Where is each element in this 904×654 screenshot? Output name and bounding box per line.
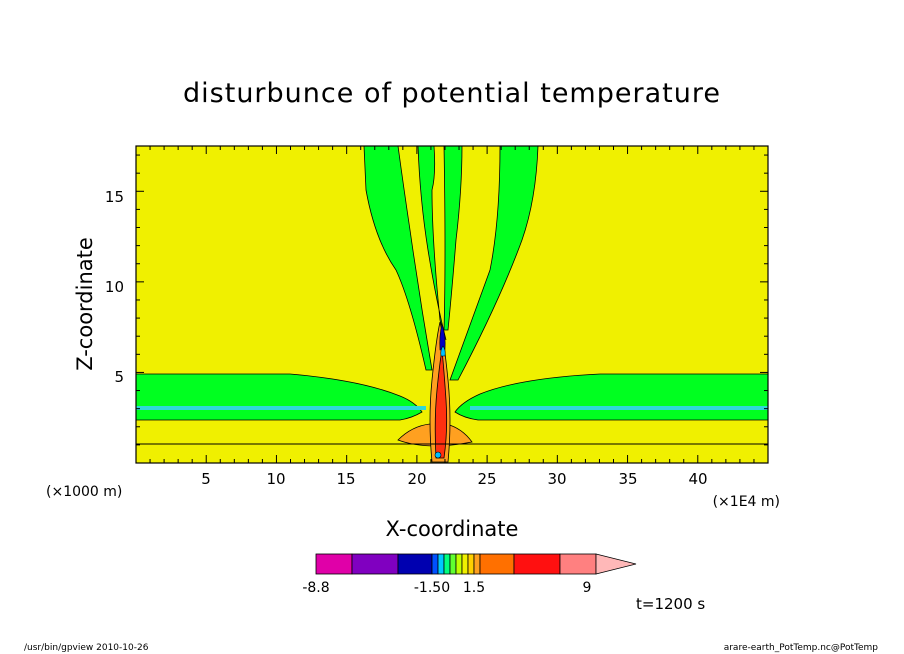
plot-frame <box>135 145 769 464</box>
colorbar-swatch <box>455 553 463 575</box>
plot-field <box>135 145 769 464</box>
colorbar-swatch <box>431 553 439 575</box>
colorbar-label: 1.5 <box>463 580 485 596</box>
colorbar-swatch <box>559 553 597 575</box>
y-tick-label: 10 <box>105 278 124 296</box>
x-axis-label: X-coordinate <box>386 517 519 541</box>
y-axis-label: Z-coordinate <box>73 237 97 371</box>
colorbar-swatch <box>437 553 445 575</box>
plume-arm-left <box>363 146 433 371</box>
colorbar-swatch <box>443 553 451 575</box>
colorbar-swatch <box>467 553 475 575</box>
x-tick-label: 10 <box>266 470 285 488</box>
x-tick-label: 35 <box>618 470 637 488</box>
colorbar-label: 9 <box>583 580 592 596</box>
chart-title: disturbunce of potential temperature <box>183 78 721 109</box>
x-tick-label: 30 <box>547 470 566 488</box>
colorbar-swatch <box>473 553 481 575</box>
x-tick-label: 25 <box>477 470 496 488</box>
y-tick-label: 15 <box>105 188 124 206</box>
x-tick-label: 20 <box>407 470 426 488</box>
x-tick-label: 40 <box>688 470 707 488</box>
colorbar-swatch <box>513 553 561 575</box>
plume-arm-right <box>449 146 539 381</box>
colorbar-label: -1.50 <box>414 580 450 596</box>
x-scale-note: (×1E4 m) <box>713 494 780 510</box>
colorbar <box>315 553 637 575</box>
y-tick-labels: 5 10 15 <box>105 188 124 386</box>
colorbar-swatch <box>479 553 515 575</box>
base-cold-dot <box>434 451 442 459</box>
colorbar-swatch <box>315 553 353 575</box>
band-stripe-right <box>470 406 768 410</box>
footer-left: /usr/bin/gpview 2010-10-26 <box>24 643 149 653</box>
x-tick-labels: 5 10 15 20 25 30 35 40 <box>201 470 707 488</box>
central-plume-cold <box>439 322 446 351</box>
x-tick-label: 15 <box>336 470 355 488</box>
colorbar-swatch <box>461 553 469 575</box>
colorbar-swatch <box>449 553 457 575</box>
plume-arm-center <box>443 146 463 331</box>
time-label: t=1200 s <box>636 595 705 613</box>
x-tick-label: 5 <box>201 470 211 488</box>
band-stripe <box>136 406 426 410</box>
colorbar-extension <box>595 553 637 575</box>
colorbar-swatch <box>397 553 433 575</box>
colorbar-label: -8.8 <box>302 580 329 596</box>
y-tick-label: 5 <box>114 368 124 386</box>
x-unit-note: (×1000 m) <box>46 484 122 500</box>
footer-right: arare-earth_PotTemp.nc@PotTemp <box>724 643 879 653</box>
axis-ticks <box>136 146 768 463</box>
colorbar-swatch <box>351 553 399 575</box>
central-plume-blue <box>440 345 446 357</box>
